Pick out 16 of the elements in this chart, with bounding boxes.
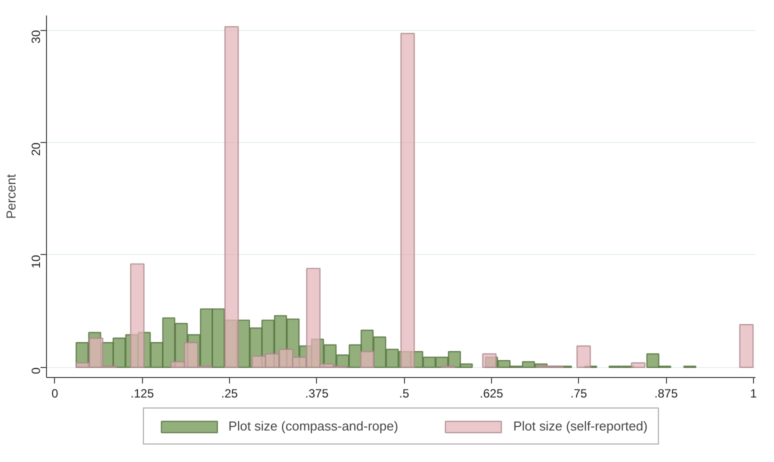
y-axis-title: Percent <box>4 174 18 219</box>
x-tick-label: 0 <box>52 386 59 400</box>
x-tick-label: .25 <box>221 386 238 400</box>
x-tick-label: .75 <box>570 386 588 400</box>
x-tick-label: .5 <box>399 386 410 400</box>
x-tick-label: .375 <box>305 386 329 400</box>
y-tick-label: 20 <box>29 142 43 156</box>
y-tick-label: 10 <box>29 254 43 268</box>
legend-label: Plot size (self-reported) <box>513 418 648 434</box>
x-tick-label: .125 <box>130 386 154 400</box>
y-tick-label: 0 <box>29 367 43 374</box>
x-tick-label: .625 <box>480 386 504 400</box>
legend-label: Plot size (compass-and-rope) <box>228 418 398 434</box>
x-tick-label: 1 <box>750 386 758 400</box>
x-tick-label: .875 <box>654 386 678 400</box>
y-tick-label: 30 <box>29 30 43 44</box>
